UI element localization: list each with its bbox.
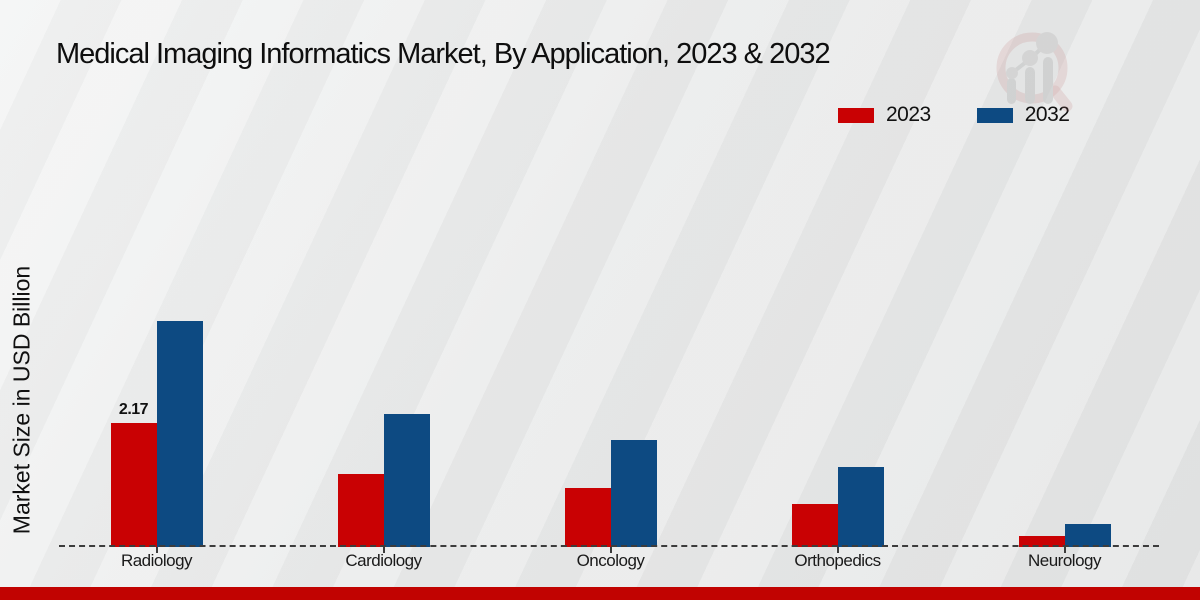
x-axis-category-label: Cardiology — [345, 551, 422, 570]
chart-title: Medical Imaging Informatics Market, By A… — [56, 38, 831, 70]
legend-swatch-2023 — [838, 107, 874, 123]
bar-2023-radiology — [110, 423, 157, 547]
legend: 2023 2032 — [838, 103, 1070, 127]
bar-2023-oncology — [564, 488, 611, 547]
bar-value-label: 2.17 — [118, 401, 149, 418]
bar-2032-oncology — [610, 440, 657, 547]
legend-swatch-2032 — [976, 107, 1013, 123]
bar-2032-radiology — [156, 321, 203, 547]
bar-2032-orthopedics — [837, 467, 884, 547]
bar-2023-neurology — [1018, 536, 1065, 547]
bar-2023-orthopedics — [791, 504, 838, 547]
bar-2032-neurology — [1064, 524, 1111, 547]
legend-label-2032: 2032 — [1024, 103, 1070, 126]
bar-2023-cardiology — [337, 474, 384, 547]
x-axis-category-label: Neurology — [1028, 551, 1102, 570]
bar-2032-cardiology — [383, 414, 430, 547]
x-axis-tick — [836, 547, 839, 553]
x-axis-category-label: Radiology — [120, 551, 193, 570]
x-axis-tick — [155, 547, 158, 553]
legend-item-2023: 2023 — [838, 103, 931, 127]
x-axis-tick — [609, 547, 612, 553]
legend-item-2032: 2032 — [976, 103, 1070, 127]
legend-label-2023: 2023 — [886, 103, 931, 126]
x-axis-tick — [1063, 547, 1066, 553]
footer-accent-bar — [0, 587, 1200, 600]
x-axis-category-label: Orthopedics — [794, 551, 881, 570]
x-axis-category-label: Oncology — [576, 551, 645, 570]
x-axis-baseline — [59, 545, 1159, 547]
x-axis-tick — [382, 547, 385, 553]
magnifier-bar-chart-logo-icon — [996, 32, 1073, 112]
